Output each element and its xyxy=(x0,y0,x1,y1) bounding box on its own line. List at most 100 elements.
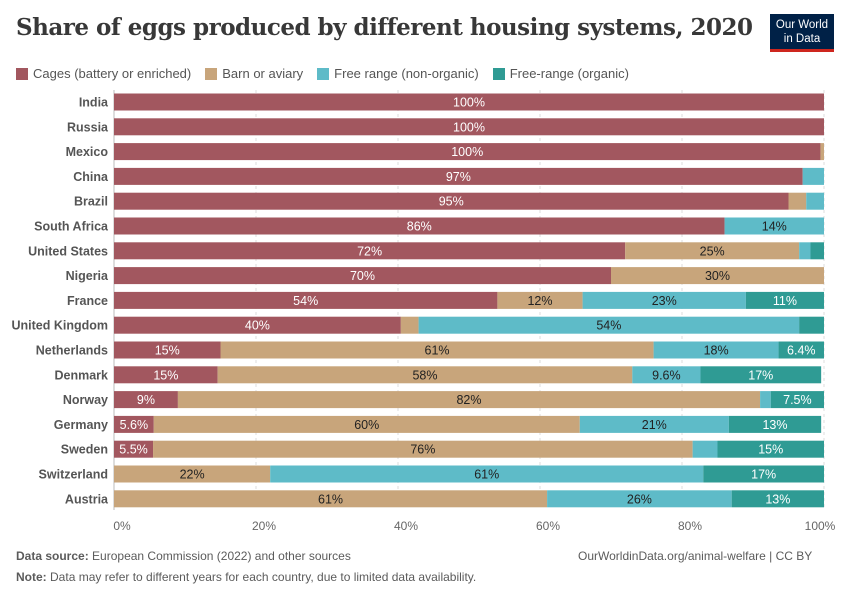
category-label: Switzerland xyxy=(39,468,108,482)
x-tick-label: 60% xyxy=(536,519,560,533)
bar-segment xyxy=(114,316,401,334)
bar-segment xyxy=(632,366,701,384)
data-label: 21% xyxy=(642,418,667,432)
data-label: 54% xyxy=(596,319,621,333)
bar-segment xyxy=(114,391,178,409)
category-label: China xyxy=(73,170,109,184)
bar-segment xyxy=(820,143,824,161)
data-label: 61% xyxy=(474,468,499,482)
bar-segment xyxy=(497,291,583,309)
bar-chart: 0% 20% 40% 60% 80% 100% India 100% Russia 100% Mex… xyxy=(11,90,836,533)
data-label: 15% xyxy=(758,443,783,457)
legend-item[interactable]: Free range (non-organic) xyxy=(317,66,479,81)
data-label: 76% xyxy=(410,443,435,457)
source-text: European Commission (2022) and other sou… xyxy=(92,549,351,563)
data-label: 23% xyxy=(652,294,677,308)
bar-segment xyxy=(220,341,654,359)
data-label: 40% xyxy=(245,319,270,333)
category-label: Brazil xyxy=(74,195,108,209)
bar-segment xyxy=(611,267,824,285)
category-label: India xyxy=(79,96,109,110)
data-label: 9.6% xyxy=(652,368,681,382)
legend-item[interactable]: Cages (battery or enriched) xyxy=(16,66,191,81)
data-label: 12% xyxy=(527,294,552,308)
data-label: 86% xyxy=(407,220,432,234)
bar-segment xyxy=(653,341,779,359)
bar-segment xyxy=(114,143,821,161)
bar-segment xyxy=(114,291,498,309)
bar-segment xyxy=(114,465,271,483)
bar-segment xyxy=(114,366,218,384)
legend-label: Free range (non-organic) xyxy=(334,66,479,81)
bar-segment xyxy=(270,465,704,483)
data-label: 100% xyxy=(453,96,485,110)
category-label: Nigeria xyxy=(66,269,109,283)
bar-segment xyxy=(788,192,807,210)
legend-item[interactable]: Free-range (organic) xyxy=(492,66,629,81)
category-label: United States xyxy=(28,244,108,258)
bar-segment xyxy=(114,267,611,285)
category-label: Netherlands xyxy=(36,344,108,358)
legend-label: Free-range (organic) xyxy=(509,66,629,81)
bar-segment xyxy=(724,217,824,235)
source-url[interactable]: OurWorldinData.org/animal-welfare | CC B… xyxy=(578,549,813,563)
data-label: 61% xyxy=(318,492,343,506)
bar-segment xyxy=(153,440,693,458)
bar-segment xyxy=(625,242,800,260)
data-label: 17% xyxy=(751,468,776,482)
chart-title: Share of eggs produced by different hous… xyxy=(16,14,753,41)
x-tick-label: 100% xyxy=(805,519,836,533)
bar-segment xyxy=(114,341,221,359)
data-label: 100% xyxy=(453,120,485,134)
logo-line2: in Data xyxy=(783,33,821,45)
legend: Cages (battery or enriched) Barn or aviar… xyxy=(16,66,629,81)
bar-segment xyxy=(717,440,824,458)
data-label: 5.6% xyxy=(120,418,149,432)
bar-segment xyxy=(703,465,824,483)
data-label: 72% xyxy=(357,244,382,258)
data-label: 9% xyxy=(137,393,155,407)
logo-line1: Our World xyxy=(775,19,829,31)
legend-swatch xyxy=(205,67,218,80)
bar-segment xyxy=(731,490,824,508)
data-label: 22% xyxy=(180,468,205,482)
bar-segment xyxy=(582,291,746,309)
bar-segment xyxy=(778,341,824,359)
bar-segment xyxy=(177,391,761,409)
bar-segment xyxy=(400,316,419,334)
legend-item[interactable]: Barn or aviary xyxy=(205,66,303,81)
source-label: Data source: xyxy=(16,549,89,563)
category-label: Sweden xyxy=(61,443,108,457)
data-label: 95% xyxy=(439,195,464,209)
data-label: 6.4% xyxy=(787,344,816,358)
bar-segment xyxy=(799,316,824,334)
data-label: 14% xyxy=(762,220,787,234)
data-label: 97% xyxy=(446,170,471,184)
bar-segment xyxy=(579,415,729,433)
data-label: 61% xyxy=(425,344,450,358)
data-label: 25% xyxy=(700,244,725,258)
x-tick-label: 0% xyxy=(113,519,131,533)
x-tick-label: 80% xyxy=(678,519,702,533)
data-label: 15% xyxy=(153,368,178,382)
category-label: France xyxy=(67,294,108,308)
category-label: Norway xyxy=(63,393,108,407)
data-label: 100% xyxy=(451,145,483,159)
owid-logo[interactable]: Our World in Data xyxy=(770,14,834,52)
data-source: Data source: European Commission (2022) … xyxy=(16,549,351,563)
data-label: 13% xyxy=(762,418,787,432)
bar-segment xyxy=(114,118,824,136)
category-label: Germany xyxy=(54,418,108,432)
bar-segment xyxy=(760,391,771,409)
category-label: Mexico xyxy=(66,145,109,159)
x-tick-label: 20% xyxy=(252,519,276,533)
data-label: 58% xyxy=(412,368,437,382)
bar-segment xyxy=(802,167,824,185)
note-label: Note: xyxy=(16,570,47,584)
bar-segment xyxy=(728,415,822,433)
bar-segment xyxy=(700,366,822,384)
bar-segment xyxy=(806,192,824,210)
bar-segment xyxy=(114,440,154,458)
data-label: 70% xyxy=(350,269,375,283)
legend-swatch xyxy=(317,67,330,80)
